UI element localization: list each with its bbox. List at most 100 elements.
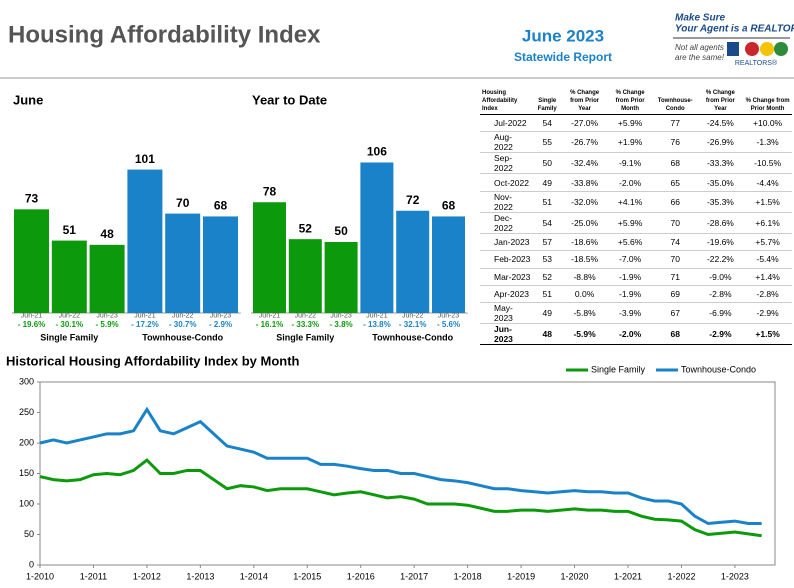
logo-icon	[760, 42, 774, 56]
group-label: Single Family	[40, 332, 98, 342]
table-cell: 68	[652, 323, 698, 346]
x-tick-label: 1-2010	[26, 571, 54, 581]
table-cell: Jun-2023	[480, 323, 533, 346]
table-cell: 53	[532, 250, 562, 269]
chart-title: Historical Housing Affordability Index b…	[6, 353, 300, 368]
table-cell: -10.5%	[743, 152, 792, 175]
table-cell: -5.4%	[743, 250, 792, 269]
bar-value-label: 72	[406, 193, 420, 207]
bar	[165, 213, 201, 313]
table-cell: 66	[652, 191, 698, 213]
x-tick-label: 1-2021	[614, 571, 642, 581]
table-row: Nov-2022 51 -32.0% +4.1% 66 -35.3% +1.5%	[480, 191, 792, 213]
x-tick-label: 1-2013	[186, 571, 214, 581]
chart-title: Year to Date	[252, 92, 327, 107]
table-cell: -19.6%	[697, 233, 744, 252]
table-row: Jun-2023 48 -5.9% -2.0% 68 -2.9% +1.5%	[480, 323, 792, 346]
x-tick-label: 1-2015	[293, 571, 321, 581]
table-cell: -3.9%	[607, 302, 653, 325]
table-cell: 51	[532, 285, 562, 304]
table-cell: 65	[652, 173, 698, 192]
table-cell: +1.5%	[743, 191, 792, 213]
table-cell: -9.1%	[607, 152, 653, 175]
report-month: June 2023	[522, 26, 604, 45]
bar-value-label: 106	[367, 145, 387, 159]
table-cell: -25.0%	[561, 212, 608, 234]
legend-label: Townhouse-Condo	[681, 364, 756, 374]
table-cell: 54	[532, 114, 562, 133]
table-cell: -7.0%	[607, 250, 653, 269]
table-cell: -5.8%	[561, 302, 608, 325]
bar-value-label: 101	[135, 152, 155, 166]
table-cell: +1.9%	[607, 131, 653, 154]
table-cell: -24.5%	[697, 114, 744, 133]
bar	[324, 242, 358, 313]
logo-icon	[745, 42, 759, 56]
x-tick-label: 1-2016	[347, 571, 375, 581]
bar-value-label: 48	[100, 227, 114, 241]
category-label: Jun-23	[210, 312, 232, 319]
legend-label: Single Family	[591, 364, 646, 374]
table-cell: -1.9%	[607, 285, 653, 304]
change-label: - 33.3%	[292, 320, 320, 329]
table-cell: +5.9%	[607, 114, 653, 133]
table-cell: +5.9%	[607, 212, 653, 234]
bar	[253, 202, 286, 313]
category-label: Jun-22	[172, 312, 194, 319]
table-cell: -6.9%	[697, 302, 744, 325]
x-tick-label: 1-2014	[240, 571, 268, 581]
table-cell: Mar-2023	[480, 268, 533, 286]
table-row: Dec-2022 54 -25.0% +5.9% 70 -28.6% +6.1%	[480, 212, 792, 234]
table-cell: 71	[652, 268, 698, 286]
column-header: % Change from Prior Month	[607, 88, 653, 115]
table-cell: 48	[532, 323, 562, 346]
table-cell: -22.2%	[697, 250, 744, 269]
table-cell: +10.0%	[743, 114, 792, 133]
category-label: Jun-23	[96, 312, 118, 319]
header-row: Housing Affordability Index Single Family…	[480, 88, 792, 115]
line-series	[39, 406, 762, 526]
logo-note: are the same!	[675, 53, 725, 62]
table-cell: -18.5%	[561, 250, 608, 269]
bar	[432, 216, 465, 313]
table-cell: Nov-2022	[480, 191, 533, 213]
table-cell: 70	[652, 212, 698, 234]
table-row: Mar-2023 52 -8.8% -1.9% 71 -9.0% +1.4%	[480, 268, 792, 286]
table-cell: -5.9%	[561, 323, 608, 346]
table-row: Apr-2023 51 0.0% -1.9% 69 -2.8% -2.8%	[480, 285, 792, 304]
table-cell: -1.9%	[607, 268, 653, 286]
table-cell: +6.1%	[743, 212, 792, 234]
table-cell: 68	[652, 152, 698, 175]
change-label: - 13.8%	[363, 320, 391, 329]
x-tick-label: 1-2012	[133, 571, 161, 581]
column-header: % Change from Prior Year	[561, 88, 608, 115]
table-cell: Jan-2023	[480, 233, 533, 252]
x-tick-label: 1-2019	[507, 571, 535, 581]
column-header: % Change from Prior Year	[697, 88, 744, 115]
bar	[288, 239, 322, 313]
logo-note: Not all agents	[675, 43, 724, 52]
page-title: Housing Affordability Index	[8, 21, 321, 48]
table-cell: 55	[532, 131, 562, 154]
table-cell: -18.6%	[561, 233, 608, 252]
table-cell: 70	[652, 250, 698, 269]
table-cell: Sep-2022	[480, 152, 533, 175]
bar-value-label: 68	[214, 199, 228, 213]
table-row: May-2023 49 -5.8% -3.9% 67 -6.9% -2.9%	[480, 302, 792, 325]
bar-value-label: 68	[442, 199, 456, 213]
bar-value-label: 70	[176, 196, 190, 210]
table-cell: -1.3%	[743, 131, 792, 154]
category-label: Jun-21	[259, 312, 281, 319]
group-label: Townhouse-Condo	[142, 332, 223, 342]
table-cell: Jul-2022	[480, 114, 533, 133]
y-tick-label: 50	[24, 529, 34, 539]
table-cell: -32.0%	[561, 191, 608, 213]
category-label: Jun-21	[21, 312, 43, 319]
x-tick-label: 1-2020	[561, 571, 589, 581]
bar	[127, 169, 163, 313]
table-cell: 0.0%	[561, 285, 608, 304]
table-cell: -26.9%	[697, 131, 744, 154]
table-row: Jan-2023 57 -18.6% +5.6% 74 -19.6% +5.7%	[480, 233, 792, 252]
table-row: Feb-2023 53 -18.5% -7.0% 70 -22.2% -5.4%	[480, 250, 792, 269]
table-cell: +5.7%	[743, 233, 792, 252]
